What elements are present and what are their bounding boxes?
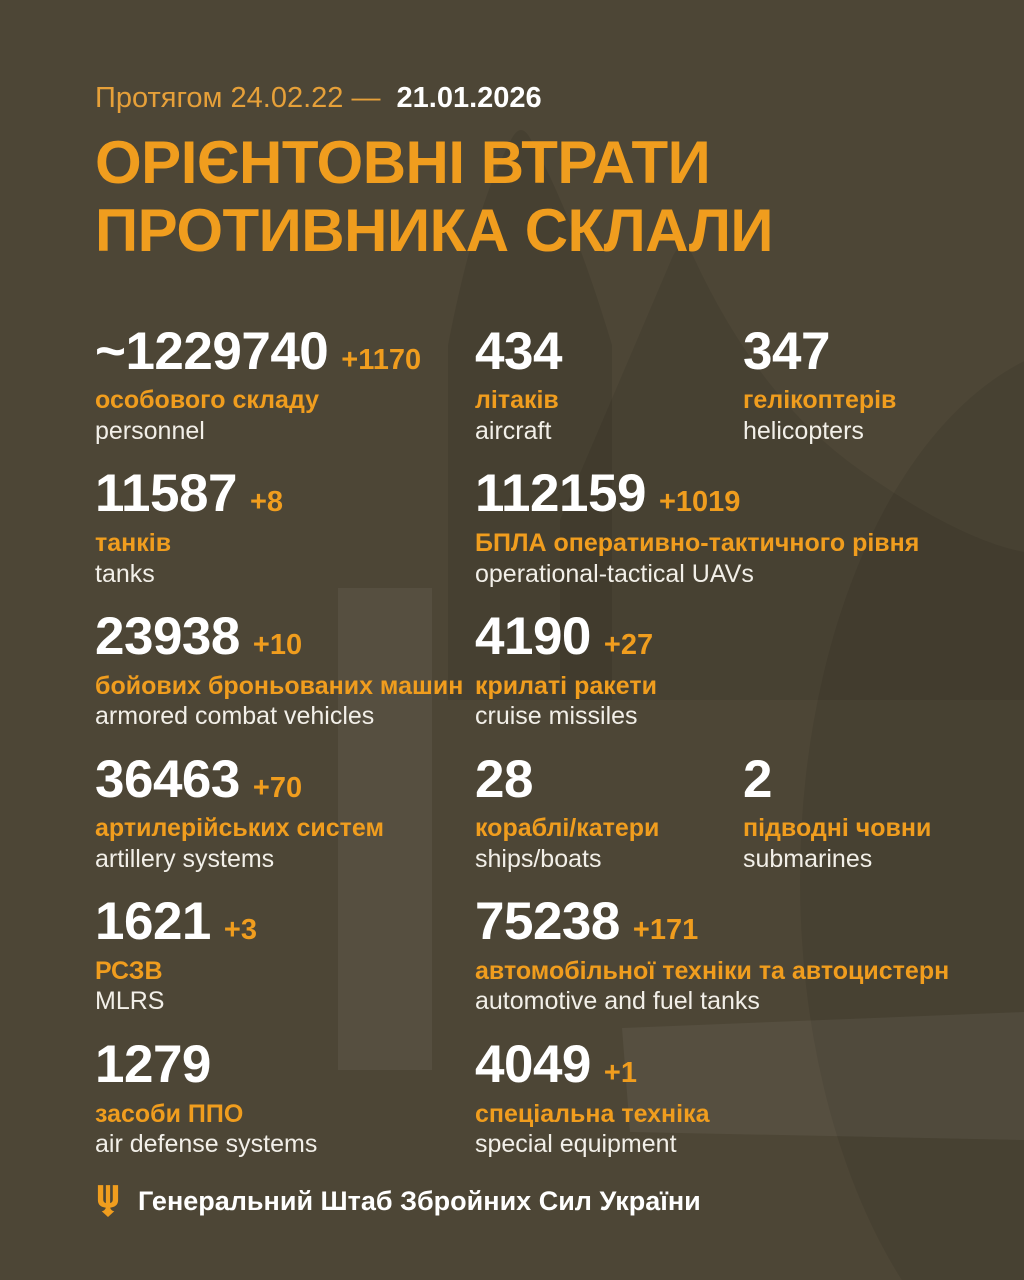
stat-value: 347 — [743, 321, 830, 381]
stat-value: 434 — [475, 321, 562, 381]
stat-value: 1621 — [95, 892, 211, 952]
stat-label-uk: підводні човни — [743, 814, 932, 843]
source-footer: Генеральний Штаб Збройних Сил України — [95, 1184, 701, 1218]
stat-armored-vehicles: 23938 +10 бойових броньованих машин armo… — [95, 609, 475, 732]
stat-label-uk: РСЗВ — [95, 956, 163, 985]
stat-vehicles-fuel-tanks: 75238 +171 автомобільної техніки та авто… — [475, 894, 974, 1017]
stat-label-en: armored combat vehicles — [95, 702, 375, 731]
stat-label-uk: засоби ППО — [95, 1099, 244, 1128]
stat-label-uk: автомобільної техніки та автоцистерн — [475, 956, 950, 985]
stat-personnel: ~1229740 +1170 особового складу personne… — [95, 324, 475, 447]
stat-label-uk: кораблі/катери — [475, 814, 660, 843]
stats-row-2: 11587 +8 танків tanks 112159 +1019 БПЛА … — [95, 466, 974, 589]
stats-row-5: 1621 +3 РСЗВ MLRS 75238 +171 автомобільн… — [95, 894, 974, 1017]
stat-label-en: artillery systems — [95, 844, 275, 873]
stat-cruise-missiles: 4190 +27 крилаті ракети cruise missiles — [475, 609, 974, 732]
stat-label-uk: бойових броньованих машин — [95, 671, 464, 700]
stat-value: 75238 — [475, 892, 620, 952]
stat-value: 2 — [743, 749, 772, 809]
trident-icon — [97, 1185, 119, 1217]
stat-label-en: cruise missiles — [475, 702, 638, 731]
stat-aircraft: 434 літаків aircraft — [475, 324, 743, 447]
title-line-1: ОРІЄНТОВНІ ВТРАТИ — [95, 129, 711, 197]
stat-delta: +1 — [603, 1056, 637, 1089]
stat-value: 112159 — [475, 464, 646, 524]
stat-label-uk: спеціальна техніка — [475, 1099, 710, 1128]
stat-label-en: aircraft — [475, 416, 552, 445]
period-date: 21.01.2026 — [396, 82, 542, 114]
stat-label-en: air defense systems — [95, 1130, 318, 1159]
stat-mlrs: 1621 +3 РСЗВ MLRS — [95, 894, 475, 1017]
stat-label-uk: БПЛА оперативно-тактичного рівня — [475, 529, 920, 557]
stat-label-uk: крилаті ракети — [475, 671, 657, 700]
stat-label-en: personnel — [95, 416, 205, 445]
stat-label-en: operational-tactical UAVs — [475, 559, 754, 588]
stat-label-en: tanks — [95, 559, 155, 588]
stat-label-uk: літаків — [475, 386, 559, 415]
stat-delta: +1170 — [341, 343, 422, 376]
source-name: Генеральний Штаб Збройних Сил України — [138, 1185, 701, 1216]
stat-artillery: 36463 +70 артилерійських систем artiller… — [95, 749, 475, 875]
stat-delta: +10 — [252, 629, 303, 661]
report-period: Протягом 24.02.22 — 21.01.2026 — [95, 0, 974, 115]
stat-label-en: ships/boats — [475, 844, 602, 873]
stat-label-en: submarines — [743, 844, 873, 873]
stat-tanks: 11587 +8 танків tanks — [95, 466, 475, 589]
stats-row-4: 36463 +70 артилерійських систем artiller… — [95, 749, 974, 875]
stat-value: 28 — [475, 749, 533, 809]
stat-value: 36463 — [95, 749, 240, 809]
stat-delta: +70 — [252, 771, 303, 804]
stat-delta: +171 — [632, 914, 699, 947]
stat-submarines: 2 підводні човни submarines — [743, 749, 974, 875]
stat-label-uk: гелікоптерів — [743, 386, 897, 415]
stat-value: 4190 — [475, 607, 591, 666]
stat-label-uk: артилерійських систем — [95, 814, 384, 843]
stat-value: 1279 — [95, 1034, 211, 1094]
stat-value: 4049 — [475, 1034, 591, 1094]
stat-delta: +1019 — [658, 486, 741, 519]
stat-value: 11587 — [95, 464, 237, 524]
stat-ships: 28 кораблі/катери ships/boats — [475, 749, 743, 875]
stat-label-en: MLRS — [95, 987, 165, 1016]
page-title: ОРІЄНТОВНІ ВТРАТИ ПРОТИВНИКА СКЛАЛИ — [95, 129, 974, 263]
infographic: Протягом 24.02.22 — 21.01.2026 ОРІЄНТОВН… — [95, 0, 974, 1160]
stat-label-uk: танків — [95, 529, 172, 557]
stat-label-en: helicopters — [743, 416, 864, 445]
stat-delta: +3 — [223, 914, 257, 947]
stat-value: 23938 — [95, 607, 240, 666]
stat-delta: +27 — [603, 629, 654, 661]
stat-uavs: 112159 +1019 БПЛА оперативно-тактичного … — [475, 466, 974, 589]
stats-row-1: ~1229740 +1170 особового складу personne… — [95, 324, 974, 447]
stat-label-en: special equipment — [475, 1130, 677, 1159]
stat-delta: +8 — [249, 486, 284, 519]
period-range-label: Протягом 24.02.22 — — [95, 82, 381, 114]
stat-value: ~1229740 — [95, 321, 329, 381]
stat-helicopters: 347 гелікоптерів helicopters — [743, 324, 974, 447]
stat-label-en: automotive and fuel tanks — [475, 987, 760, 1016]
stat-air-defense: 1279 засоби ППО air defense systems — [95, 1037, 475, 1160]
losses-grid: ~1229740 +1170 особового складу personne… — [95, 324, 974, 1160]
stats-row-3: 23938 +10 бойових броньованих машин armo… — [95, 609, 974, 732]
stats-row-6: 1279 засоби ППО air defense systems 4049… — [95, 1037, 974, 1160]
stat-special-equipment: 4049 +1 спеціальна техніка special equip… — [475, 1037, 974, 1160]
title-line-2: ПРОТИВНИКА СКЛАЛИ — [95, 196, 774, 264]
stat-label-uk: особового складу — [95, 386, 320, 415]
